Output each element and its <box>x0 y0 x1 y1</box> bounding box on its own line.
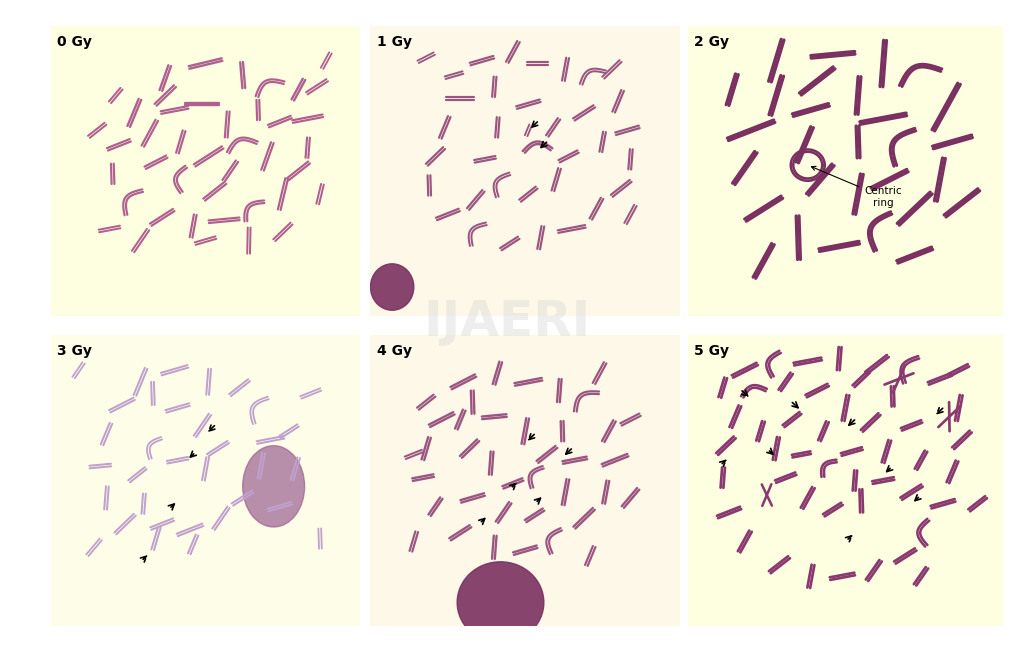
Ellipse shape <box>243 446 304 527</box>
Text: 1 Gy: 1 Gy <box>377 35 412 48</box>
Text: 2 Gy: 2 Gy <box>694 35 730 48</box>
Ellipse shape <box>370 264 414 310</box>
Text: 5 Gy: 5 Gy <box>694 344 730 358</box>
Text: 0 Gy: 0 Gy <box>57 35 91 48</box>
Text: IJAERI: IJAERI <box>424 299 591 346</box>
Text: 4 Gy: 4 Gy <box>377 344 412 358</box>
Text: 3 Gy: 3 Gy <box>57 344 91 358</box>
Text: Centric
ring: Centric ring <box>811 166 902 208</box>
Circle shape <box>457 562 544 643</box>
